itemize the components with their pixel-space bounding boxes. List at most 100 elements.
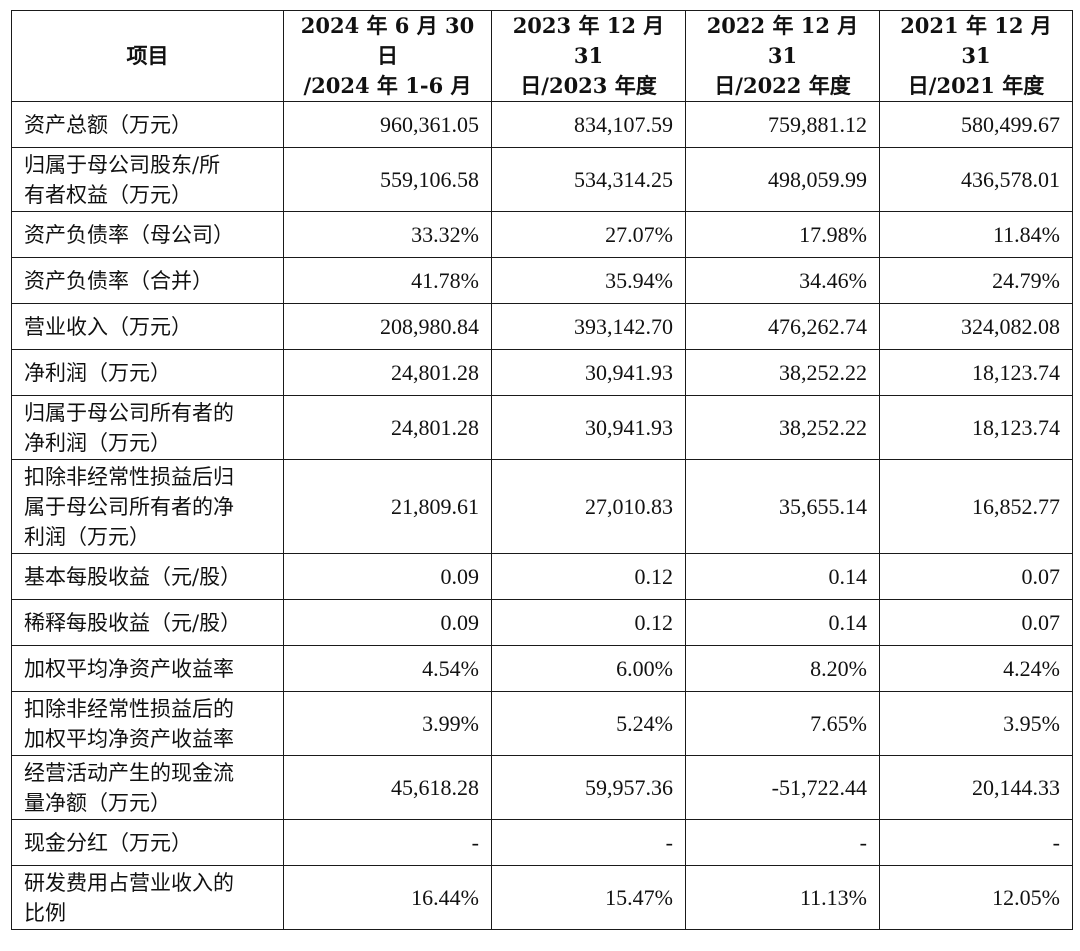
row-label-line: 资产负债率（母公司） [24,222,234,247]
row-label-line: 净利润（万元） [24,360,171,385]
row-label-line: 稀释每股收益（元/股） [24,610,242,635]
cell-value: 0.12 [491,553,686,600]
row-label-line: 扣除非经常性损益后的 [24,696,234,721]
cell-value: 580,499.67 [879,101,1073,148]
row-label: 归属于母公司股东/所 有者权益（万元） [11,147,284,212]
row-label-line: 基本每股收益（元/股） [24,564,242,589]
cell-value: 324,082.08 [879,303,1073,350]
row-label-line: 研发费用占营业收入的 [24,870,234,895]
header-2021-line1: 2021 年 12 月 31 [900,13,1052,68]
cell-value: 17.98% [685,211,880,258]
table-row: 资产总额（万元） 960,361.05 834,107.59 759,881.12 58… [11,101,1073,148]
cell-value: 498,059.99 [685,147,880,212]
header-2022-line2: 日/2022 年度 [714,73,851,98]
cell-value: 18,123.74 [879,395,1073,460]
table-row: 归属于母公司所有者的 净利润（万元） 24,801.28 30,941.93 38,25… [11,395,1073,460]
header-period-2024h1: 2024 年 6 月 30 日 /2024 年 1-6 月 [283,10,492,102]
row-label-line: 营业收入（万元） [24,314,192,339]
row-label-line: 比例 [24,900,66,925]
cell-value: 30,941.93 [491,349,686,396]
cell-value: 0.07 [879,599,1073,646]
table-row: 资产负债率（母公司） 33.32% 27.07% 17.98% 11.84% [11,211,1073,258]
row-label-line: 归属于母公司股东/所 [24,152,221,177]
cell-value: 559,106.58 [283,147,492,212]
cell-value: 759,881.12 [685,101,880,148]
cell-value: 35,655.14 [685,459,880,554]
row-label: 营业收入（万元） [11,303,284,350]
cell-value: 27.07% [491,211,686,258]
header-period-2022: 2022 年 12 月 31 日/2022 年度 [685,10,880,102]
cell-value: 33.32% [283,211,492,258]
header-period-2023: 2023 年 12 月 31 日/2023 年度 [491,10,686,102]
cell-value: 534,314.25 [491,147,686,212]
cell-value: 11.13% [685,865,880,930]
header-2023-line2: 日/2023 年度 [520,73,657,98]
header-item-text: 项目 [126,43,169,68]
cell-value: - [879,819,1073,866]
cell-value: - [685,819,880,866]
header-2021-line2: 日/2021 年度 [907,73,1045,98]
cell-value: 208,980.84 [283,303,492,350]
cell-value: 45,618.28 [283,755,492,820]
cell-value: -51,722.44 [685,755,880,820]
table-row: 研发费用占营业收入的 比例 16.44% 15.47% 11.13% 12.05% [11,865,1073,930]
cell-value: 0.14 [685,599,880,646]
header-2023-line1: 2023 年 12 月 31 [512,13,665,68]
table-header-row: 项目 2024 年 6 月 30 日 /2024 年 1-6 月 2023 年 … [11,10,1073,102]
cell-value: 16,852.77 [879,459,1073,554]
header-2024h1-line2: /2024 年 1-6 月 [303,73,472,98]
row-label-line: 加权平均净资产收益率 [24,656,234,681]
cell-value: 3.99% [283,691,492,756]
row-label: 扣除非经常性损益后归 属于母公司所有者的净 利润（万元） [11,459,284,554]
cell-value: 0.09 [283,599,492,646]
cell-value: 27,010.83 [491,459,686,554]
table-row: 净利润（万元） 24,801.28 30,941.93 38,252.22 18,123… [11,349,1073,396]
financial-table-container: 项目 2024 年 6 月 30 日 /2024 年 1-6 月 2023 年 … [11,10,1073,930]
cell-value: 38,252.22 [685,395,880,460]
cell-value: 3.95% [879,691,1073,756]
cell-value: 393,142.70 [491,303,686,350]
cell-value: 5.24% [491,691,686,756]
cell-value: - [491,819,686,866]
cell-value: 0.12 [491,599,686,646]
cell-value: 18,123.74 [879,349,1073,396]
cell-value: 436,578.01 [879,147,1073,212]
cell-value: 960,361.05 [283,101,492,148]
row-label: 现金分红（万元） [11,819,284,866]
cell-value: 35.94% [491,257,686,304]
header-2024h1-line1: 2024 年 6 月 30 日 [300,13,475,68]
cell-value: 30,941.93 [491,395,686,460]
cell-value: 41.78% [283,257,492,304]
row-label-line: 有者权益（万元） [24,182,192,207]
table-row: 资产负债率（合并） 41.78% 35.94% 34.46% 24.79% [11,257,1073,304]
table-row: 稀释每股收益（元/股） 0.09 0.12 0.14 0.07 [11,599,1073,646]
row-label: 稀释每股收益（元/股） [11,599,284,646]
financial-summary-table: 项目 2024 年 6 月 30 日 /2024 年 1-6 月 2023 年 … [11,10,1073,930]
cell-value: 21,809.61 [283,459,492,554]
cell-value: 0.09 [283,553,492,600]
row-label: 基本每股收益（元/股） [11,553,284,600]
cell-value: 24.79% [879,257,1073,304]
cell-value: 8.20% [685,645,880,692]
cell-value: 0.07 [879,553,1073,600]
row-label-line: 加权平均净资产收益率 [24,726,234,751]
table-row: 基本每股收益（元/股） 0.09 0.12 0.14 0.07 [11,553,1073,600]
cell-value: - [283,819,492,866]
table-body: 资产总额（万元） 960,361.05 834,107.59 759,881.12 58… [11,101,1073,930]
cell-value: 24,801.28 [283,395,492,460]
row-label: 资产总额（万元） [11,101,284,148]
cell-value: 16.44% [283,865,492,930]
table-row: 现金分红（万元） - - - - [11,819,1073,866]
header-item: 项目 [11,10,284,102]
row-label: 资产负债率（母公司） [11,211,284,258]
cell-value: 7.65% [685,691,880,756]
cell-value: 34.46% [685,257,880,304]
table-row: 扣除非经常性损益后归 属于母公司所有者的净 利润（万元） 21,809.61 27,01… [11,459,1073,554]
row-label: 净利润（万元） [11,349,284,396]
table-row: 经营活动产生的现金流 量净额（万元） 45,618.28 59,957.36 -51,7… [11,755,1073,820]
row-label-line: 利润（万元） [24,524,150,549]
cell-value: 0.14 [685,553,880,600]
cell-value: 834,107.59 [491,101,686,148]
cell-value: 20,144.33 [879,755,1073,820]
row-label-line: 现金分红（万元） [24,830,192,855]
